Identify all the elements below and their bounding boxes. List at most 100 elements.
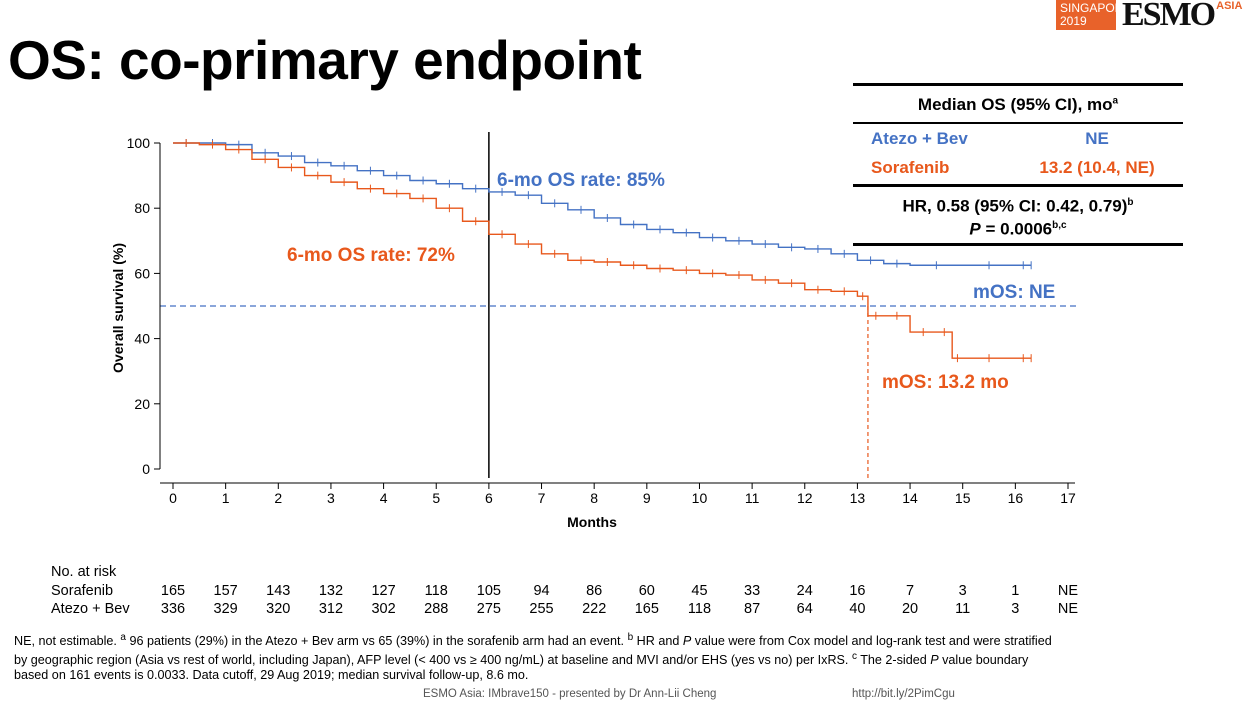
p-sup: b,c	[1052, 219, 1067, 231]
risk-value: 24	[796, 583, 813, 599]
risk-row-sorafenib: Sorafenib 165 157 143 132 127 118 105 94 86 60 45 3…	[0, 583, 1246, 601]
logo-word: ESMO	[1122, 0, 1216, 33]
x-tick-label: 17	[1060, 490, 1076, 506]
risk-value: 118	[687, 601, 712, 617]
risk-value: 86	[586, 583, 603, 599]
risk-value: 87	[744, 601, 761, 617]
risk-row-atezo: Atezo + Bev 336 329 320 312 302 288 275 255 222 1…	[0, 601, 1246, 619]
risk-value: 143	[266, 583, 291, 599]
risk-value: 165	[634, 601, 659, 617]
source-link[interactable]: http://bit.ly/2PimCgu	[852, 688, 955, 700]
slide-title: OS: co-primary endpoint	[8, 29, 642, 91]
risk-value: 33	[744, 583, 761, 599]
table-row-sorafenib: Sorafenib 13.2 (10.4, NE)	[853, 153, 1183, 184]
risk-value: 222	[582, 601, 607, 617]
x-tick-label: 12	[797, 490, 813, 506]
risk-value: 16	[849, 583, 866, 599]
risk-value: 320	[266, 601, 291, 617]
chart-labels: Overall survival (%) Months 6-mo OS rate…	[110, 170, 1055, 530]
survival-curves	[173, 139, 1032, 363]
risk-value: 132	[318, 583, 344, 599]
x-tick-label: 8	[590, 490, 598, 506]
y-tick-label: 20	[134, 396, 150, 412]
risk-value: 105	[476, 583, 501, 599]
risk-value: 329	[213, 601, 238, 617]
risk-label: Atezo + Bev	[51, 601, 130, 617]
hr-sup: b	[1127, 197, 1134, 208]
annotation-sorafenib-6mo: 6-mo OS rate: 72%	[287, 245, 455, 266]
risk-value: NE	[1057, 583, 1079, 599]
x-tick-label: 9	[643, 490, 651, 506]
risk-value: 11	[955, 601, 971, 617]
x-tick-label: 6	[485, 490, 493, 506]
x-tick-label: 1	[222, 490, 230, 506]
annotation-mos-ne: mOS: NE	[973, 282, 1055, 303]
risk-value: 20	[901, 601, 919, 617]
x-tick-label: 13	[850, 490, 866, 506]
risk-value: 118	[424, 583, 448, 599]
table-header: Median OS (95% CI), moa	[853, 86, 1183, 124]
x-tick-label: 16	[1008, 490, 1024, 506]
risk-value: 94	[533, 583, 550, 599]
y-tick-label: 100	[127, 135, 151, 151]
risk-value: 45	[691, 583, 708, 599]
y-tick-label: 60	[134, 265, 150, 281]
risk-value: 40	[849, 601, 866, 617]
risk-value: 3	[1011, 601, 1020, 617]
risk-value: 336	[160, 601, 186, 617]
y-tick-label: 80	[134, 200, 150, 216]
p-label: P	[969, 219, 981, 239]
table-row-atezo: Atezo + Bev NE	[853, 124, 1183, 153]
series-line-atezo-bev	[173, 142, 1032, 266]
x-tick-label: 14	[902, 490, 918, 506]
y-axis-label: Overall survival (%)	[110, 243, 126, 373]
presenter-credit: ESMO Asia: IMbrave150 - presented by Dr …	[423, 688, 717, 700]
risk-value: 157	[213, 583, 238, 599]
footnote: NE, not estimable. a 96 patients (29%) i…	[14, 632, 1052, 683]
p-value: = 0.0006	[980, 219, 1053, 239]
logo-line2: 2019	[1060, 14, 1087, 28]
annotation-atezo-6mo: 6-mo OS rate: 85%	[497, 170, 665, 191]
risk-label: Sorafenib	[51, 583, 114, 599]
risk-value: NE	[1057, 601, 1079, 617]
x-tick-label: 10	[692, 490, 708, 506]
x-tick-label: 7	[538, 490, 546, 506]
logo-suffix: ASIA	[1216, 0, 1243, 12]
risk-value: 165	[160, 583, 186, 599]
table-value: NE	[1085, 129, 1109, 148]
y-tick-label: 0	[142, 461, 150, 477]
x-tick-label: 5	[432, 490, 440, 506]
risk-value: 64	[796, 601, 813, 617]
x-tick-label: 11	[745, 490, 760, 506]
hr-text: HR, 0.58 (95% CI: 0.42, 0.79)	[902, 196, 1128, 216]
risk-value: 255	[529, 601, 554, 617]
x-tick-label: 2	[274, 490, 282, 506]
table-header-sup: a	[1112, 95, 1119, 107]
x-tick-label: 3	[327, 490, 335, 506]
x-axis-label: Months	[567, 514, 617, 530]
logo-event-box: SINGAPORE 2019	[1056, 0, 1131, 30]
median-os-table: Median OS (95% CI), moa Atezo + Bev NE S…	[853, 83, 1183, 247]
table-header-text: Median OS (95% CI), mo	[917, 95, 1113, 114]
risk-value: 3	[958, 583, 967, 599]
risk-value: 7	[906, 583, 915, 599]
x-tick-label: 4	[380, 490, 388, 506]
risk-value: 275	[476, 601, 501, 617]
risk-value: 60	[638, 583, 655, 599]
risk-value: 302	[371, 601, 396, 617]
table-value: 13.2 (10.4, NE)	[1039, 158, 1155, 177]
risk-title: No. at risk	[51, 564, 117, 580]
x-tick-label: 0	[169, 490, 177, 506]
esmo-asia-logo: SINGAPORE 2019 ESMO ASIA	[1056, 0, 1243, 33]
table-arm: Sorafenib	[871, 158, 950, 177]
risk-value: 288	[424, 601, 449, 617]
table-arm: Atezo + Bev	[871, 129, 968, 148]
risk-value: 1	[1011, 583, 1020, 599]
y-tick-label: 40	[134, 331, 150, 347]
risk-value: 127	[371, 583, 396, 599]
hazard-ratio: HR, 0.58 (95% CI: 0.42, 0.79)b P = 0.000…	[853, 184, 1183, 243]
risk-value: 312	[318, 601, 344, 617]
annotation-mos-13: mOS: 13.2 mo	[882, 372, 1009, 393]
